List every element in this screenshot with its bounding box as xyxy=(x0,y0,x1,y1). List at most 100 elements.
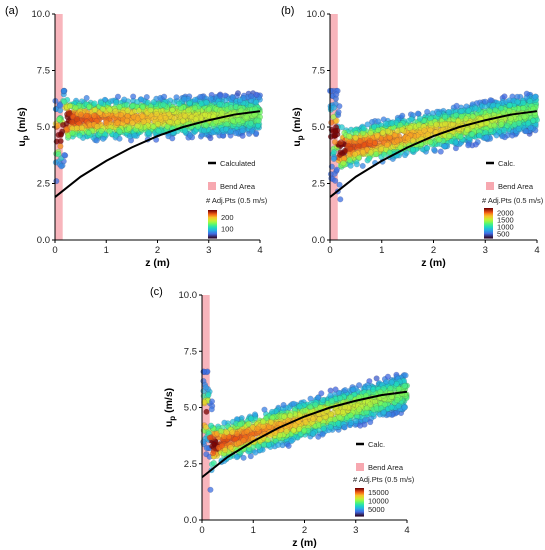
data-point xyxy=(240,437,247,444)
data-point xyxy=(232,130,239,137)
data-point xyxy=(181,96,188,103)
data-point xyxy=(131,132,138,139)
y-axis-label-unit: (m/s) xyxy=(291,107,303,135)
data-point xyxy=(347,162,354,169)
data-point xyxy=(337,394,344,401)
x-tick-label: 1 xyxy=(104,245,109,256)
data-point xyxy=(357,422,364,429)
panel-a: (a)0 1 2 3 40.02.55.07.510.0z (m)up (m/s)Cal… xyxy=(5,5,268,269)
data-point xyxy=(384,128,391,135)
colorbar-tick-label: 100 xyxy=(221,225,234,234)
data-point xyxy=(290,400,297,407)
data-point xyxy=(253,91,260,98)
scatter-points xyxy=(200,368,410,493)
data-point xyxy=(465,107,472,114)
data-point xyxy=(173,94,180,101)
colorbar-segment xyxy=(355,514,364,517)
data-point xyxy=(402,372,409,379)
data-point xyxy=(169,135,176,142)
data-point xyxy=(58,163,65,170)
data-point xyxy=(283,428,290,435)
data-point xyxy=(94,123,101,130)
y-tick-label: 10.0 xyxy=(307,9,326,20)
data-point xyxy=(301,427,308,434)
data-point xyxy=(342,387,349,394)
y-tick-label: 5.0 xyxy=(184,403,197,414)
data-point xyxy=(335,109,342,116)
data-point xyxy=(357,138,364,145)
legend-bend-label: Bend Area xyxy=(368,463,404,472)
data-point xyxy=(327,423,334,430)
data-point xyxy=(160,101,167,108)
data-point xyxy=(401,382,408,389)
data-point xyxy=(424,131,431,138)
data-point xyxy=(307,403,314,410)
x-tick-label: 2 xyxy=(302,525,307,536)
data-point xyxy=(336,414,343,421)
data-point xyxy=(248,93,255,100)
data-point xyxy=(476,132,483,139)
data-point xyxy=(384,141,391,148)
colorbar-title: # Adj.Pts (0.5 m/s) xyxy=(353,475,415,484)
data-point xyxy=(330,155,337,162)
data-point xyxy=(217,92,224,99)
data-point xyxy=(377,388,384,395)
y-axis-label: up (m/s) xyxy=(291,107,305,146)
data-point xyxy=(66,103,73,110)
data-point xyxy=(255,443,262,450)
data-point xyxy=(337,139,344,146)
data-point xyxy=(99,106,106,113)
data-point xyxy=(509,132,516,139)
bend-area-band xyxy=(202,295,210,520)
data-point xyxy=(186,99,193,106)
data-point xyxy=(192,116,199,123)
data-point xyxy=(331,139,338,146)
data-point xyxy=(57,107,64,114)
data-point xyxy=(388,379,395,386)
data-point xyxy=(91,106,98,113)
data-point xyxy=(375,118,382,125)
data-point xyxy=(114,119,121,126)
data-point xyxy=(388,120,395,127)
data-point xyxy=(405,135,412,142)
data-point xyxy=(532,93,539,100)
data-point xyxy=(276,432,283,439)
data-point xyxy=(328,397,335,404)
data-point xyxy=(436,136,443,143)
data-point xyxy=(281,413,288,420)
data-point xyxy=(386,411,393,418)
data-point xyxy=(201,127,208,134)
data-point xyxy=(328,119,335,126)
data-point xyxy=(117,112,124,119)
data-point xyxy=(515,120,522,127)
data-point xyxy=(336,181,343,188)
data-point xyxy=(222,126,229,133)
data-point xyxy=(253,99,260,106)
y-tick-label: 10.0 xyxy=(179,290,198,301)
data-point xyxy=(346,157,353,164)
y-tick-label: 10.0 xyxy=(32,9,51,20)
data-point xyxy=(77,111,84,118)
colorbar-tick-label: 200 xyxy=(221,213,234,222)
data-point xyxy=(394,137,401,144)
data-point xyxy=(222,447,229,454)
data-point xyxy=(187,132,194,139)
data-point xyxy=(356,406,363,413)
data-point xyxy=(213,126,220,133)
data-point xyxy=(353,161,360,168)
data-point xyxy=(223,429,230,436)
data-point xyxy=(394,397,401,404)
data-point xyxy=(61,98,68,105)
colorbar-tick-label: 5000 xyxy=(368,505,385,514)
data-point xyxy=(315,433,322,440)
data-point xyxy=(205,106,212,113)
data-point xyxy=(424,145,431,152)
data-point xyxy=(200,438,207,445)
data-point xyxy=(366,155,373,162)
data-point xyxy=(252,449,259,456)
x-tick-label: 2 xyxy=(431,245,436,256)
data-point xyxy=(406,124,413,131)
legend-bend-swatch xyxy=(208,182,216,190)
x-tick-label: 4 xyxy=(257,245,262,256)
